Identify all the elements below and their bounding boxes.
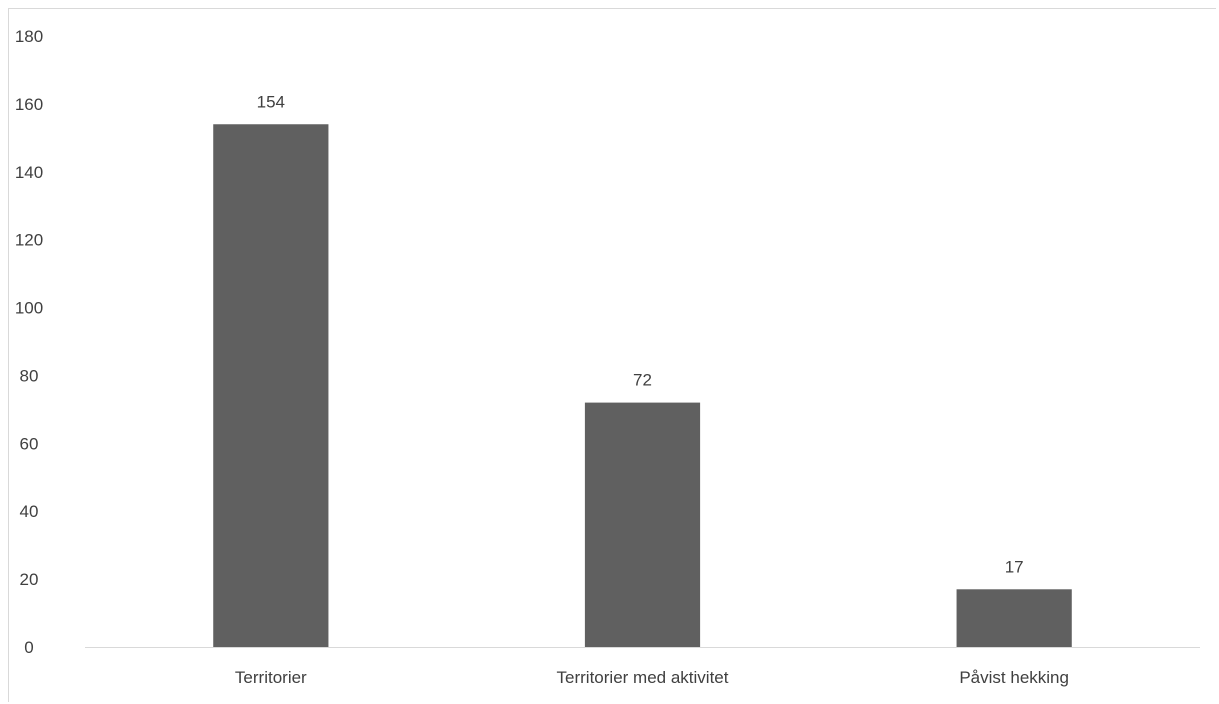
data-label: 154 [257,92,285,111]
y-tick-label: 80 [20,366,39,385]
y-tick-label: 100 [15,299,43,318]
y-tick-label: 60 [20,434,39,453]
y-tick-label: 0 [24,638,33,657]
y-axis-tick-labels: 0 20 40 60 80 100 120 140 160 180 [15,27,43,657]
data-label: 17 [1005,557,1024,576]
bar [584,402,701,647]
bars [213,124,1072,647]
data-label: 72 [633,371,652,390]
data-labels: 154 72 17 [257,92,1024,576]
y-tick-label: 20 [20,570,39,589]
chart-frame [8,8,1216,702]
x-category-label: Territorier [235,668,307,687]
y-tick-label: 140 [15,163,43,182]
y-tick-label: 40 [20,502,39,521]
bar [213,124,329,647]
y-tick-label: 160 [15,95,43,114]
y-tick-label: 120 [15,231,43,250]
x-axis-category-labels: Territorier Territorier med aktivitet Påvi… [235,668,1069,687]
x-category-label: Territorier med aktivitet [557,668,729,687]
x-category-label: Påvist hekking [959,668,1069,687]
y-tick-label: 180 [15,27,43,46]
bar [956,589,1072,647]
